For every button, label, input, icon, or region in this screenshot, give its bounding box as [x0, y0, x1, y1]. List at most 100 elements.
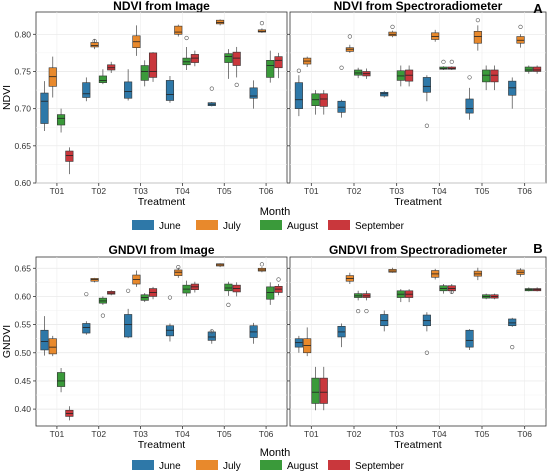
box-body: [508, 318, 517, 327]
panel-title: GNDVI from Image: [108, 243, 214, 257]
tick-label-y: 0.70: [14, 104, 31, 114]
box-july-t06: [516, 268, 525, 277]
box-body: [266, 286, 275, 300]
box-body: [311, 377, 320, 404]
legend-top: June July August September: [132, 220, 405, 232]
tick-label-x: T02: [347, 186, 362, 196]
box-body: [249, 87, 258, 99]
box-september-t05: [490, 293, 499, 300]
x-axis-label: Treatment: [394, 439, 442, 451]
outlier-point: [364, 308, 369, 314]
outlier-point: [209, 329, 214, 334]
box-august-t06: [524, 287, 533, 292]
outlier-point: [467, 75, 472, 80]
box-july-t05: [216, 263, 225, 268]
tick-label-x: T04: [175, 429, 190, 439]
tick-label-x: T05: [217, 429, 232, 439]
box-august-t04: [439, 66, 448, 70]
panel-title: GNDVI from Spectroradiometer: [329, 243, 507, 257]
box-august-t06: [266, 282, 275, 305]
box-august-t01: [57, 108, 66, 133]
box-body: [274, 56, 283, 69]
legend-swatch-september: [328, 220, 350, 230]
legend-label-july: July: [223, 221, 241, 232]
box-august-t01: [311, 366, 320, 411]
box-june-t01: [40, 316, 49, 356]
box-body: [40, 92, 49, 124]
box-july-t02: [90, 277, 99, 283]
box-june-t05: [465, 87, 474, 120]
legend-label-september: September: [355, 221, 405, 232]
outlier-point: [390, 24, 395, 29]
outlier-point: [424, 350, 429, 355]
outlier-point: [84, 292, 89, 297]
box-body: [124, 81, 133, 99]
box-august-t06: [266, 50, 275, 83]
box-august-t04: [439, 284, 448, 294]
box-body: [319, 377, 328, 404]
box-body: [140, 65, 149, 81]
box-body: [57, 372, 66, 387]
box-september-t02: [107, 61, 116, 73]
outlier-point: [449, 59, 454, 64]
box-june-t05: [207, 330, 216, 344]
box-august-t03: [396, 65, 405, 87]
box-august-t02: [98, 69, 107, 85]
box-june-t04: [422, 75, 431, 102]
box-september-t01: [319, 366, 328, 411]
legend-label-august: August: [287, 221, 318, 232]
box-june-t03: [380, 310, 389, 332]
outlier-point: [518, 24, 523, 29]
panels: NDVI from Image 0.60 0.65 0.70 0.75 0.80 T01 T0…: [1, 0, 547, 451]
tick-label-x: T04: [432, 186, 447, 196]
box-body: [174, 269, 183, 276]
x-axis-label: Treatment: [138, 196, 186, 208]
box-june-t06: [249, 80, 258, 109]
box-july-t04: [431, 29, 440, 42]
outlier-point: [100, 313, 105, 318]
box-body: [165, 325, 175, 337]
box-july-t01: [303, 327, 312, 357]
outlier-point: [424, 123, 429, 128]
tick-label-x: T01: [50, 429, 65, 439]
panel-1: NDVI from Image 0.60 0.65 0.70 0.75 0.80 T01 T0…: [1, 0, 288, 208]
box-body: [294, 82, 303, 109]
box-july-t06: [257, 28, 266, 33]
plot-frame: [35, 11, 288, 184]
box-june-t04: [165, 75, 175, 103]
box-june-t04: [422, 312, 431, 332]
box-july-t05: [473, 267, 482, 281]
tick-label-x: T01: [304, 186, 319, 196]
outlier-point: [276, 277, 281, 282]
box-body: [482, 69, 491, 83]
box-july-t05: [473, 25, 482, 51]
box-august-t03: [140, 293, 149, 303]
box-september-t06: [274, 284, 283, 296]
box-july-t04: [174, 24, 183, 37]
box-june-t02: [337, 99, 346, 118]
box-september-t03: [405, 65, 414, 87]
outlier-point: [234, 82, 239, 87]
tick-label-x: T06: [517, 429, 532, 439]
outlier-point: [475, 18, 480, 23]
x-axis-label: Treatment: [138, 439, 186, 451]
outlier-point: [347, 34, 352, 39]
box-august-t03: [140, 60, 149, 87]
tick-label-x: T04: [432, 429, 447, 439]
box-july-t06: [257, 267, 266, 273]
box-august-t05: [224, 49, 233, 79]
tick-label-y: 0.60: [14, 178, 31, 188]
tick-label-x: T05: [475, 429, 490, 439]
box-july-t02: [90, 39, 99, 50]
box-september-t05: [232, 282, 241, 297]
box-august-t01: [57, 367, 66, 393]
box-june-t03: [124, 69, 133, 101]
box-august-t05: [224, 281, 233, 296]
legend-swatch-july: [196, 220, 218, 230]
box-june-t02: [82, 77, 91, 102]
box-june-t04: [165, 323, 175, 342]
box-july-t01: [48, 56, 57, 98]
outlier-point: [209, 86, 214, 91]
box-july-t04: [431, 268, 440, 280]
